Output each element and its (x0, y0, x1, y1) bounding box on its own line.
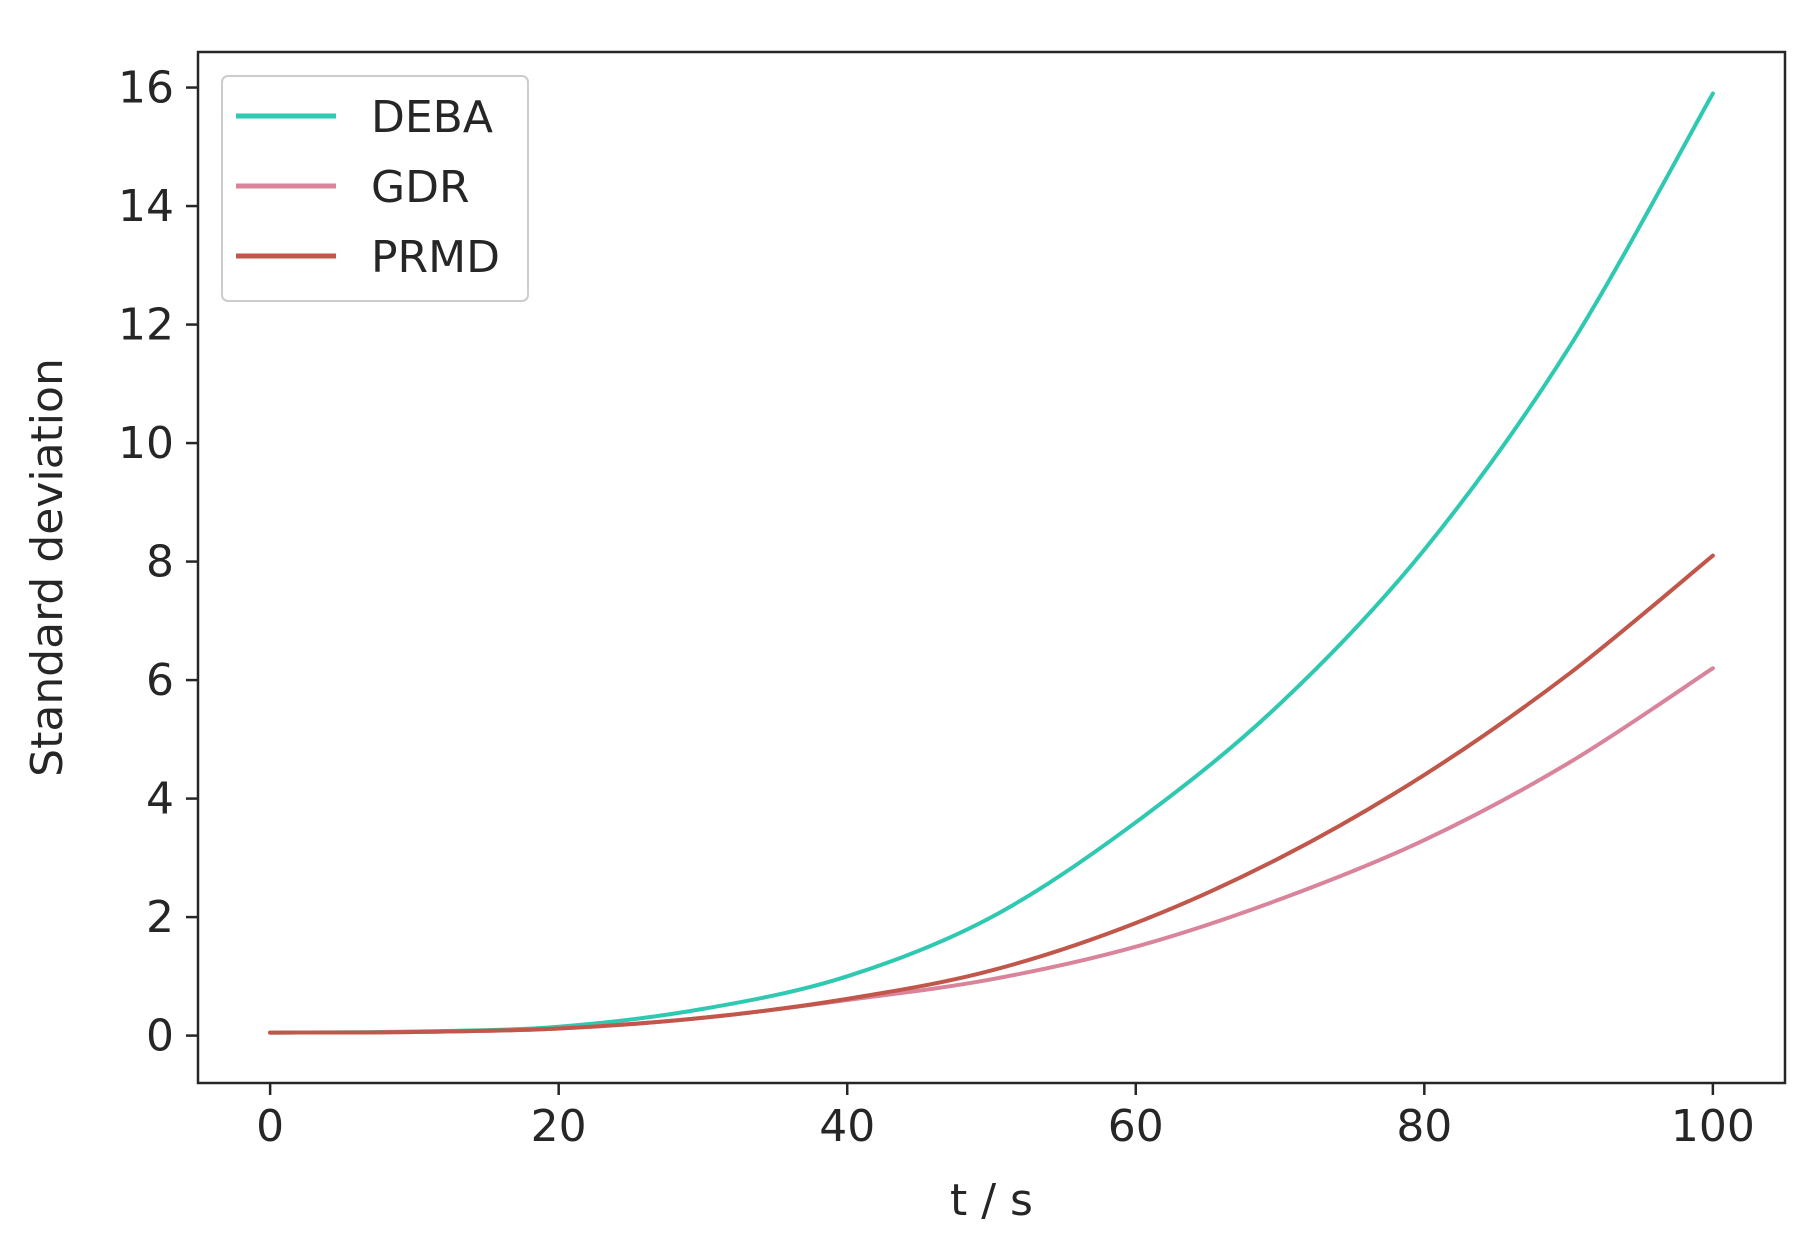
legend-label-gdr: GDR (371, 162, 470, 213)
series-layer (268, 91, 1715, 1035)
y-tick-label: 8 (146, 537, 174, 588)
y-tick-label: 16 (118, 63, 174, 114)
y-tick-label: 4 (146, 774, 174, 825)
y-tick-label: 0 (146, 1011, 174, 1062)
y-tick-label: 10 (118, 418, 174, 469)
y-axis: 0 2 4 6 8 10 12 14 16 (118, 63, 198, 1062)
y-tick-label: 6 (146, 655, 174, 706)
y-tick-label: 2 (146, 892, 174, 943)
x-axis-title: t / s (950, 1175, 1033, 1226)
legend-label-deba: DEBA (371, 92, 493, 143)
y-tick-label: 14 (118, 181, 174, 232)
plot-frame (196, 50, 1787, 1085)
x-tick-label: 80 (1396, 1101, 1452, 1152)
series-line-prmd (268, 553, 1715, 1035)
x-axis: 0 20 40 60 80 100 (256, 1083, 1755, 1152)
x-tick-label: 20 (531, 1101, 587, 1152)
y-tick-label: 12 (118, 300, 174, 351)
legend-label-prmd: PRMD (371, 232, 500, 283)
x-tick-label: 60 (1108, 1101, 1164, 1152)
x-tick-label: 100 (1671, 1101, 1755, 1152)
legend: DEBA GDR PRMD (221, 75, 529, 302)
y-axis-title: Standard deviation (22, 358, 73, 777)
x-tick-label: 40 (819, 1101, 875, 1152)
legend-box (221, 75, 529, 302)
x-tick-label: 0 (256, 1101, 284, 1152)
